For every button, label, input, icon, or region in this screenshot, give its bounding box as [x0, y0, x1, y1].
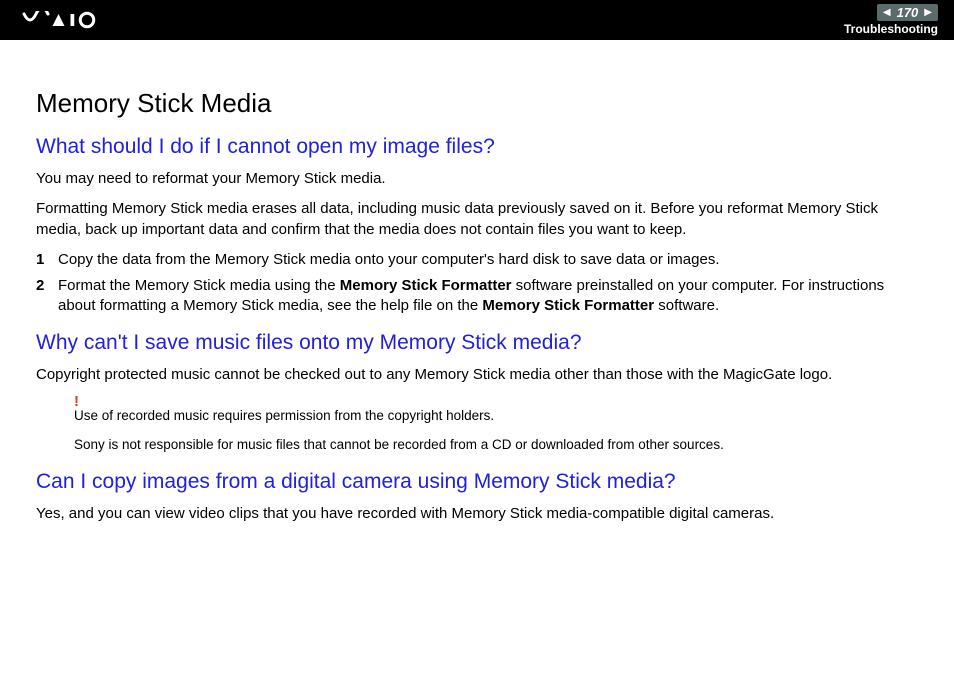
- warning-block: ! Use of recorded music requires permiss…: [36, 395, 918, 454]
- page-content: Memory Stick Media What should I do if I…: [0, 40, 954, 554]
- header-right: ◀ 170 ▶ Troubleshooting: [844, 4, 938, 36]
- step-text: Format the Memory Stick media using the …: [58, 276, 918, 317]
- prev-page-arrow[interactable]: ◀: [883, 7, 891, 18]
- warning-note-1: Use of recorded music requires permissio…: [74, 395, 918, 425]
- question-3-heading: Can I copy images from a digital camera …: [36, 470, 918, 494]
- section-label: Troubleshooting: [844, 22, 938, 36]
- warning-icon: !: [74, 393, 79, 410]
- step-number: 2: [36, 276, 58, 317]
- vaio-logo: [20, 11, 130, 29]
- step-2: 2 Format the Memory Stick media using th…: [36, 276, 918, 317]
- page-title: Memory Stick Media: [36, 88, 918, 119]
- page-nav: ◀ 170 ▶: [877, 4, 938, 21]
- q1-para-1: You may need to reformat your Memory Sti…: [36, 169, 918, 189]
- warning-note-2: Sony is not responsible for music files …: [74, 436, 918, 454]
- step-number: 1: [36, 250, 58, 270]
- q1-steps: 1 Copy the data from the Memory Stick me…: [36, 250, 918, 317]
- page-number: 170: [897, 5, 919, 20]
- question-2-heading: Why can't I save music files onto my Mem…: [36, 331, 918, 355]
- next-page-arrow[interactable]: ▶: [924, 7, 932, 18]
- step-1: 1 Copy the data from the Memory Stick me…: [36, 250, 918, 270]
- page-header: ◀ 170 ▶ Troubleshooting: [0, 0, 954, 40]
- question-1-heading: What should I do if I cannot open my ima…: [36, 135, 918, 159]
- q1-para-2: Formatting Memory Stick media erases all…: [36, 199, 918, 240]
- step-text: Copy the data from the Memory Stick medi…: [58, 250, 918, 270]
- q2-para-1: Copyright protected music cannot be chec…: [36, 365, 918, 385]
- q3-para-1: Yes, and you can view video clips that y…: [36, 504, 918, 524]
